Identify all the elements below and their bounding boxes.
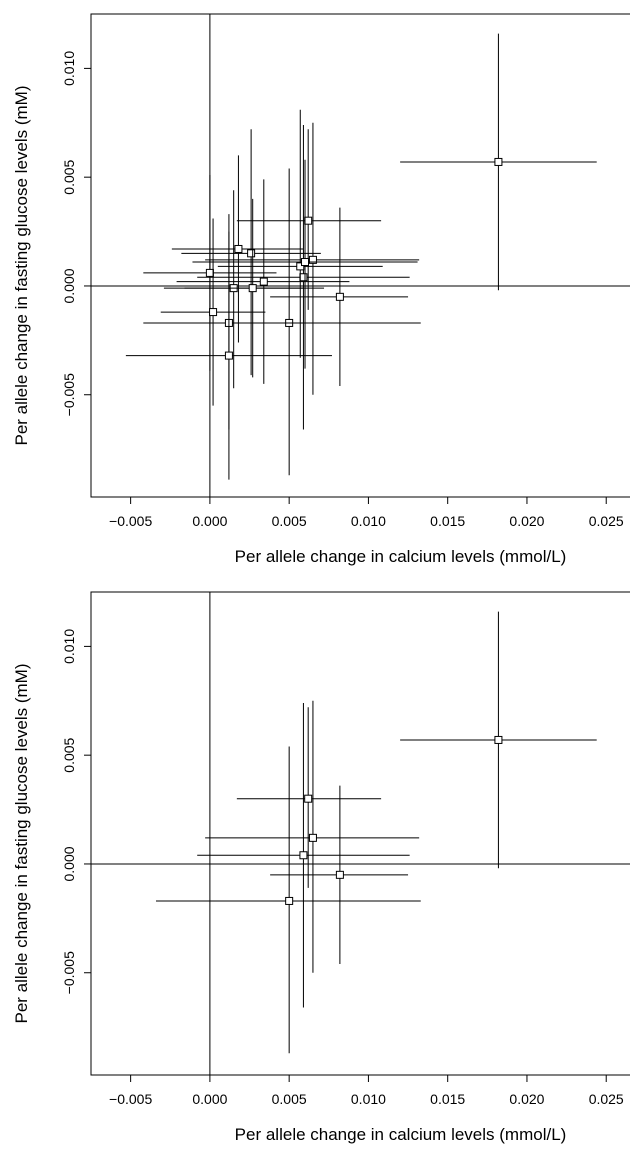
data-point: [125, 231, 332, 480]
y-axis-title: Per allele change in fasting glucose lev…: [12, 663, 31, 1023]
x-tick-label: 0.010: [351, 513, 386, 529]
point-marker: [308, 833, 317, 842]
point-marker: [234, 244, 243, 253]
plot-frame: [90, 13, 630, 498]
data-point: [176, 179, 350, 384]
x-tick-label: 0.015: [430, 513, 465, 529]
data-point: [197, 702, 410, 1008]
data-point: [236, 707, 382, 888]
data-point: [217, 109, 383, 358]
point-marker: [209, 308, 218, 317]
data-point: [155, 168, 421, 476]
x-tick-label: 0.000: [192, 513, 227, 529]
x-tick-label: 0.015: [430, 1091, 465, 1107]
data-point: [155, 746, 421, 1054]
point-marker: [296, 262, 305, 271]
point-marker: [494, 157, 503, 166]
data-point: [192, 159, 418, 369]
point-marker: [304, 216, 313, 225]
data-point: [181, 129, 321, 376]
data-point: [160, 218, 266, 406]
x-tick-label: 0.005: [272, 1091, 307, 1107]
data-point: [236, 129, 382, 310]
point-marker: [299, 273, 308, 282]
y-tick-label: 0.000: [61, 846, 77, 881]
x-tick-label: 0.020: [509, 1091, 544, 1107]
point-marker: [304, 794, 313, 803]
x-axis-title: Per allele change in calcium levels (mmo…: [235, 547, 567, 566]
scatter-plot-bottom: −0.005 0.000 0.005 0.010 0.015 0.020 0.025 −0.0…: [12, 591, 630, 1144]
data-point: [205, 700, 420, 973]
x-tick-label: −0.005: [109, 1091, 152, 1107]
y-tick-label: 0.005: [61, 159, 77, 194]
x-tick-label: −0.005: [109, 513, 152, 529]
x-tick-label: 0.010: [351, 1091, 386, 1107]
y-tick-label: −0.005: [61, 951, 77, 994]
y-tick-label: −0.005: [61, 373, 77, 416]
data-point: [400, 611, 597, 869]
y-tick-label: 0.010: [61, 629, 77, 664]
point-marker: [224, 351, 233, 360]
data-point: [171, 155, 304, 343]
point-marker: [299, 851, 308, 860]
x-tick-label: 0.000: [192, 1091, 227, 1107]
data-point: [205, 122, 420, 395]
data-point: [270, 207, 409, 387]
data-point: [184, 198, 325, 378]
point-marker: [247, 249, 256, 258]
point-marker: [285, 896, 294, 905]
x-tick-label: 0.020: [509, 513, 544, 529]
y-axis-title: Per allele change in fasting glucose lev…: [12, 85, 31, 445]
data-point: [270, 785, 409, 965]
y-tick-label: 0.000: [61, 268, 77, 303]
x-tick-label: 0.025: [589, 513, 624, 529]
point-marker: [248, 284, 257, 293]
point-marker: [335, 292, 344, 301]
data-point: [163, 190, 304, 389]
point-marker: [308, 255, 317, 264]
x-tick-label: 0.005: [272, 513, 307, 529]
point-marker: [205, 268, 214, 277]
plot-frame: [90, 591, 630, 1076]
x-axis-title: Per allele change in calcium levels (mmo…: [235, 1125, 567, 1144]
scatter-plot-top: −0.005 0.000 0.005 0.010 0.015 0.020 0.025 −0.0…: [12, 13, 630, 566]
point-marker: [335, 870, 344, 879]
point-marker: [494, 735, 503, 744]
y-tick-label: 0.005: [61, 737, 77, 772]
point-marker: [259, 277, 268, 286]
y-tick-label: 0.010: [61, 51, 77, 86]
x-tick-label: 0.025: [589, 1091, 624, 1107]
data-point: [400, 33, 597, 291]
data-point: [143, 175, 277, 371]
point-marker: [301, 258, 310, 267]
